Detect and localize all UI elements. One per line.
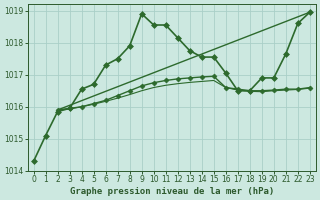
X-axis label: Graphe pression niveau de la mer (hPa): Graphe pression niveau de la mer (hPa) <box>69 187 274 196</box>
